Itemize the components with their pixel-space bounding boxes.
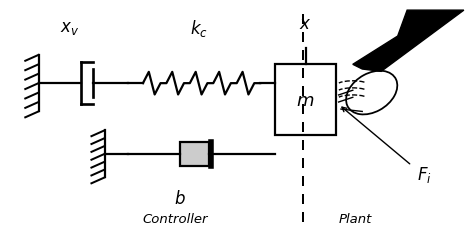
Text: $b$: $b$ xyxy=(174,190,186,208)
Text: $k_c$: $k_c$ xyxy=(190,18,208,40)
Text: $F_i$: $F_i$ xyxy=(417,165,431,185)
Text: $m$: $m$ xyxy=(296,92,315,110)
Text: Plant: Plant xyxy=(338,213,372,226)
Bar xyxy=(275,64,336,135)
Text: $x_v$: $x_v$ xyxy=(60,20,79,37)
Bar xyxy=(180,142,209,166)
Polygon shape xyxy=(353,10,464,71)
Text: $x$: $x$ xyxy=(299,16,312,33)
Ellipse shape xyxy=(346,71,397,114)
Text: Controller: Controller xyxy=(143,213,208,226)
